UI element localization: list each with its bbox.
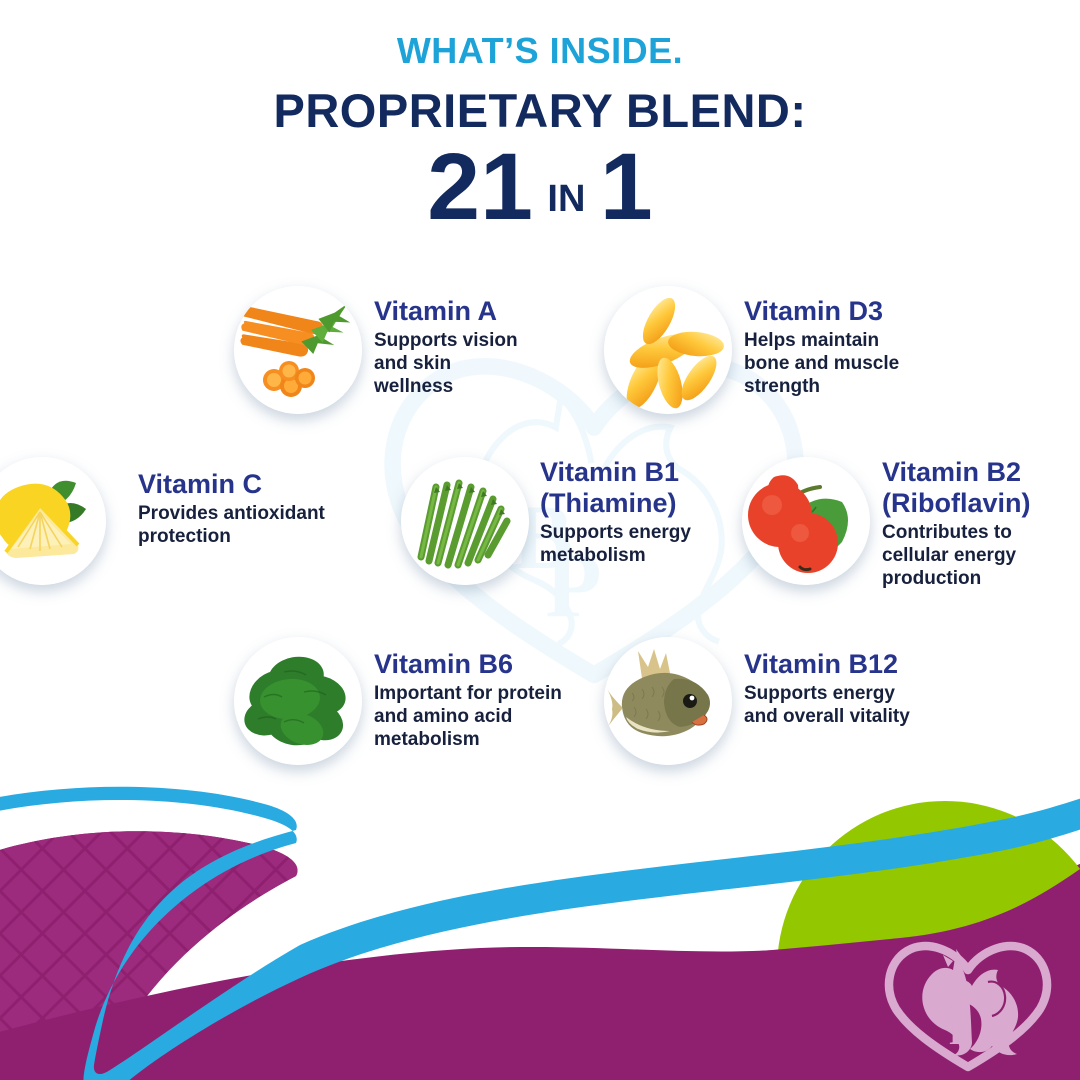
svg-text:P: P: [949, 1012, 971, 1052]
